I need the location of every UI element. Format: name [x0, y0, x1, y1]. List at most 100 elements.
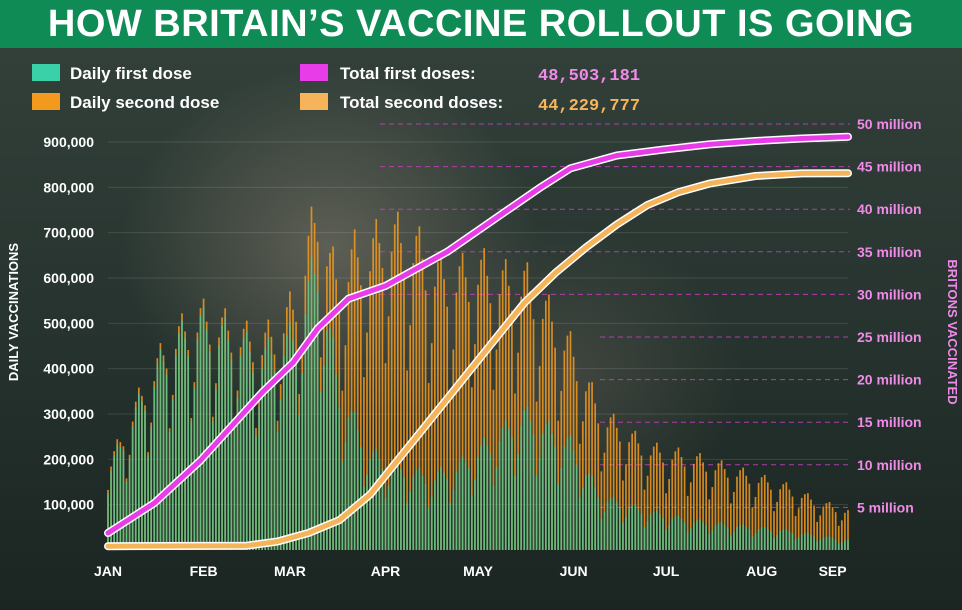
bar-second-dose: [464, 277, 467, 550]
bar-first-dose: [646, 521, 649, 550]
bar-second-dose: [803, 494, 806, 550]
bar-second-dose: [461, 252, 464, 550]
bar-second-dose: [831, 507, 834, 550]
bar-second-dose: [785, 482, 788, 550]
bar-second-dose: [847, 510, 849, 550]
bar-second-dose: [495, 349, 498, 550]
bar-second-dose: [427, 383, 430, 550]
bar-first-dose: [705, 525, 708, 550]
bar-second-dose: [492, 389, 495, 550]
bar-first-dose: [554, 446, 556, 550]
bar-second-dose: [686, 495, 689, 550]
x-tick-label: MAR: [274, 563, 306, 579]
bar-first-dose: [538, 458, 541, 550]
bar-second-dose: [594, 403, 597, 550]
y2-tick-label: 40 million: [857, 201, 922, 217]
cumulative-lines: [104, 132, 852, 551]
bar-first-dose: [409, 492, 412, 550]
y2-tick-label: 20 million: [857, 372, 922, 388]
y2-tick-label: 5 million: [857, 499, 914, 515]
bar-second-dose: [659, 452, 661, 550]
bar-first-dose: [566, 438, 569, 550]
bar-first-dose: [363, 486, 365, 550]
bar-first-dose: [150, 426, 153, 550]
bar-first-dose: [449, 502, 452, 550]
bar-second-dose: [501, 270, 504, 550]
bar-first-dose: [606, 501, 609, 550]
bar-first-dose: [252, 372, 254, 550]
bar-first-dose: [659, 514, 661, 550]
bar-second-dose: [363, 377, 365, 550]
bar-first-dose: [837, 543, 840, 550]
bar-first-dose: [501, 427, 504, 550]
bar-second-dose: [588, 382, 590, 550]
bar-first-dose: [560, 467, 563, 550]
bar-first-dose: [258, 407, 260, 550]
bar-first-dose: [144, 410, 146, 550]
bar-first-dose: [245, 331, 248, 550]
vaccine-chart: 100,000 200,000 300,000 400,000 500,000 600,0…: [6, 64, 960, 579]
bar-first-dose: [205, 329, 208, 550]
bar-first-dose: [782, 529, 785, 550]
bar-first-dose: [514, 475, 516, 550]
bar-first-dose: [828, 536, 831, 550]
bar-first-dose: [483, 437, 486, 550]
bar-first-dose: [699, 519, 701, 550]
bar-first-dose: [119, 447, 122, 550]
bar-first-dose: [332, 337, 334, 550]
bar-first-dose: [270, 353, 273, 550]
bar-second-dose: [834, 512, 837, 550]
bar-second-dose: [511, 310, 513, 550]
bar-first-dose: [689, 528, 692, 550]
bar-first-dose: [686, 532, 689, 550]
bar-first-dose: [233, 427, 236, 550]
bar-first-dose: [477, 457, 479, 550]
bar-first-dose: [696, 520, 698, 550]
bar-first-dose: [110, 471, 112, 550]
bar-second-dose: [347, 282, 350, 550]
bar-first-dose: [122, 450, 125, 550]
bar-second-dose: [514, 393, 516, 550]
bar-second-dose: [816, 521, 819, 550]
legend-swatch-total-first: [300, 64, 328, 81]
bar-first-dose: [433, 480, 436, 550]
bar-second-dose: [467, 301, 470, 550]
bar-first-dose: [384, 498, 387, 550]
bar-first-dose: [356, 430, 359, 550]
bar-first-dose: [128, 458, 131, 550]
bar-first-dose: [316, 291, 319, 550]
bar-first-dose: [304, 314, 307, 550]
bar-first-dose: [733, 531, 735, 550]
bar-first-dose: [437, 472, 439, 550]
bar-first-dose: [668, 525, 671, 550]
bar-second-dose: [770, 489, 772, 550]
bar-first-dose: [452, 489, 455, 550]
bar-second-dose: [736, 476, 738, 550]
bar-first-dose: [211, 421, 214, 550]
bar-first-dose: [662, 518, 664, 550]
bar-second-dose: [844, 512, 846, 550]
bar-first-dose: [588, 473, 590, 550]
bar-second-dose: [776, 501, 778, 550]
x-tick-label: JUL: [653, 563, 680, 579]
bar-first-dose: [541, 433, 544, 550]
bar-first-dose: [181, 320, 183, 550]
bar-first-dose: [165, 374, 168, 550]
bar-first-dose: [643, 526, 646, 550]
bar-first-dose: [486, 445, 489, 550]
bar-first-dose: [282, 355, 285, 550]
bar-second-dose: [757, 482, 760, 550]
bar-first-dose: [215, 389, 217, 550]
bar-first-dose: [292, 340, 294, 550]
bar-second-dose: [751, 507, 754, 550]
bar-first-dose: [810, 534, 812, 550]
bar-first-dose: [544, 424, 547, 550]
bar-first-dose: [847, 540, 849, 550]
bar-first-dose: [273, 370, 276, 550]
bar-second-dose: [840, 520, 843, 550]
bar-second-dose: [409, 325, 412, 550]
bar-second-dose: [723, 469, 726, 550]
bar-first-dose: [609, 498, 612, 550]
bar-first-dose: [816, 541, 819, 550]
bar-first-dose: [788, 531, 791, 550]
